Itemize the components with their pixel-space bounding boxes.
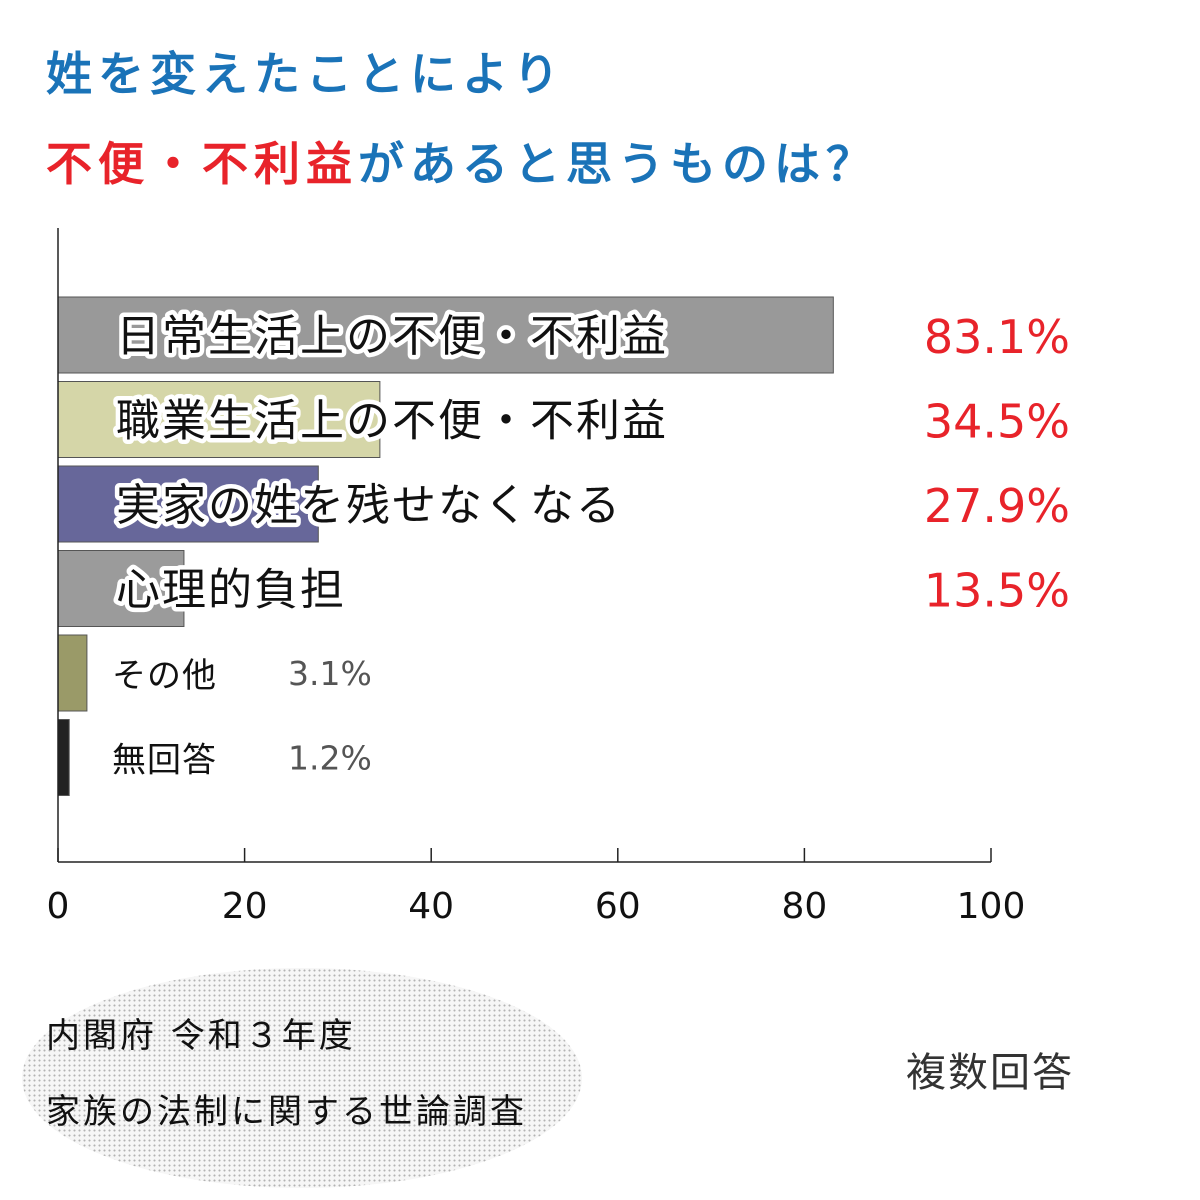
value-label-1: 83.1% [924,310,1070,364]
bar-chart: 0 20 40 60 80 100 日常生活上の不便・不利益 83.1% 職業生活上の不便・不利… [47,228,1070,927]
bar-3 [57,465,319,543]
source-background [22,968,582,1188]
multiple-answer-note: 複数回答 [906,1050,1074,1096]
value-label-3: 27.9% [924,479,1070,533]
x-tick-label-0: 0 [47,886,70,927]
bar-6 [57,719,70,796]
x-tick-label-20: 20 [222,886,268,927]
chart-title-line-1: 姓を変えたことにより [46,47,566,101]
category-label-1: 日常生活上の不便・不利益 [116,311,668,362]
x-tick-label-80: 80 [781,886,827,927]
value-label-2: 34.5% [924,395,1070,449]
x-tick-label-40: 40 [408,886,454,927]
source-publisher: 内閣府 令和３年度 [46,1016,356,1056]
title-highlight: 不便・不利益 [46,137,358,191]
x-tick-label-100: 100 [957,886,1026,927]
category-label-2: 職業生活上の不便・不利益 [116,396,668,447]
category-label-3: 実家の姓を残せなくなる [116,480,622,531]
x-tick-label-60: 60 [595,886,641,927]
title-rest: があると思うものは？ [358,137,878,191]
category-label-6: 無回答 [112,741,217,781]
bar-1 [57,296,834,374]
bar-4 [57,550,185,627]
value-label-6: 1.2% [288,739,372,778]
category-label-4: 心理的負担 [116,565,346,616]
chart-title-line-2: 不便・不利益があると思うものは？ [46,128,878,194]
bar-5 [57,634,88,712]
category-label-5: その他 [112,656,217,696]
value-label-5: 3.1% [288,654,372,693]
bar-2 [57,381,381,458]
value-label-4: 13.5% [924,564,1070,618]
source-survey: 家族の法制に関する世論調査 [46,1092,527,1132]
